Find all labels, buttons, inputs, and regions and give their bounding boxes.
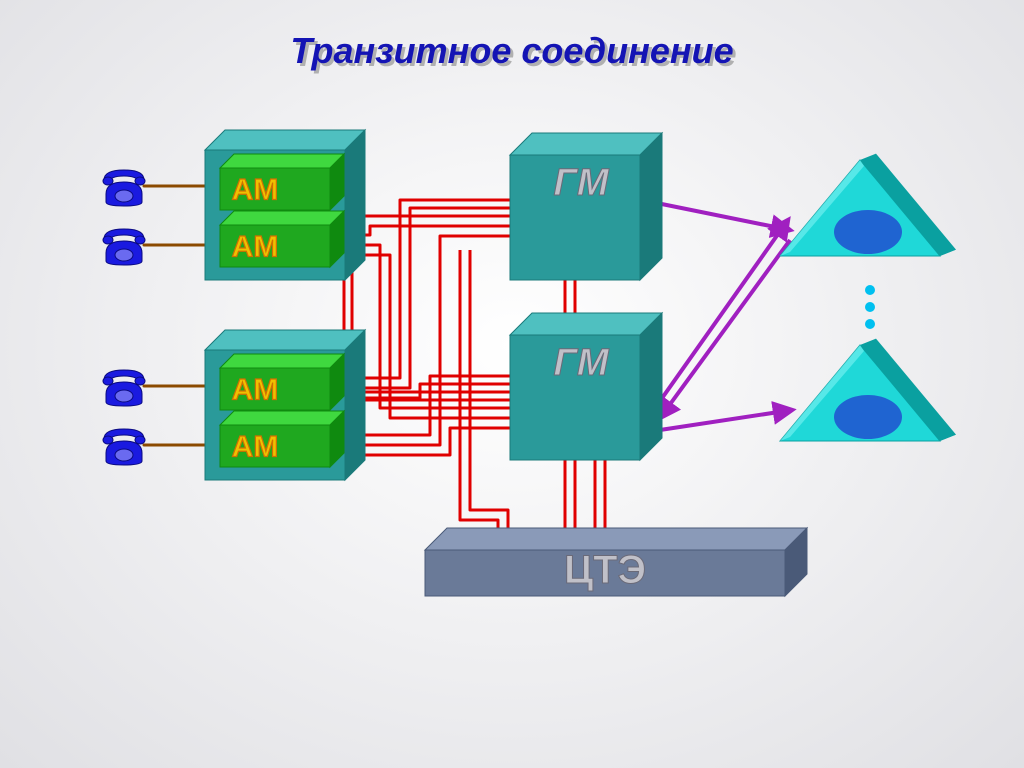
ellipsis-dot (865, 302, 875, 312)
phone-icon (103, 370, 145, 406)
phone-icon (103, 429, 145, 465)
am-label: АМ (232, 431, 279, 464)
am-label: АМ (232, 174, 279, 207)
ellipsis-dot (865, 319, 875, 329)
phone-icon (103, 170, 145, 206)
cte-label: ЦТЭ (564, 548, 646, 592)
phone-icon (103, 229, 145, 265)
gm-label: ГМ (554, 162, 610, 204)
am-label: АМ (232, 231, 279, 264)
gm-label: ГМ (554, 342, 610, 384)
am-label: АМ (232, 374, 279, 407)
ellipsis-dot (865, 285, 875, 295)
shapes-layer: АМ АМ АМ АМ ГМ ГМ ЦТЭ (0, 0, 1024, 768)
